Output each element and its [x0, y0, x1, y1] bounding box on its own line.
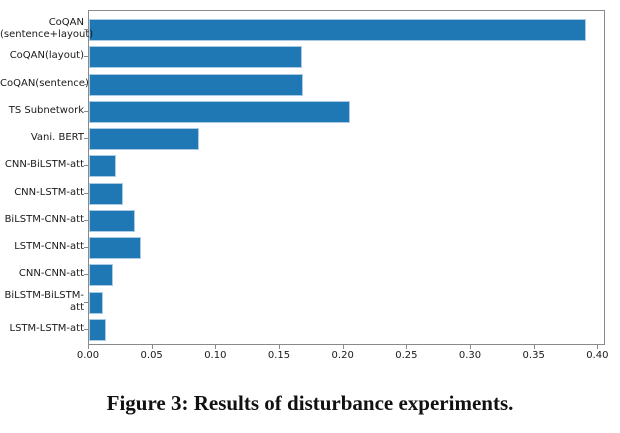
x-tick-label-4: 0.20 [331, 350, 354, 361]
x-tick-label-2: 0.10 [204, 350, 227, 361]
y-label-5: CNN-BiLSTM-att [4, 159, 84, 171]
y-label-7: BiLSTM-CNN-att [4, 214, 84, 226]
x-tick [406, 345, 408, 349]
y-tick [84, 247, 88, 249]
x-tick-label-3: 0.15 [267, 350, 291, 361]
plot-area [88, 10, 605, 345]
y-tick [84, 165, 88, 167]
y-tick [84, 29, 88, 30]
x-tick [470, 345, 472, 349]
bar-coqan-sentence [89, 73, 303, 96]
x-tick [533, 345, 535, 349]
y-label-9: CNN-CNN-att [18, 268, 84, 280]
y-tick [84, 56, 88, 58]
y-tick [84, 138, 88, 140]
bar-lstm-lstm-att [89, 319, 106, 341]
x-tick [215, 345, 217, 349]
x-tick-label-1: 0.05 [140, 350, 163, 361]
x-tick [342, 345, 344, 349]
x-tick-label-8: 0.40 [586, 350, 609, 361]
y-tick [84, 274, 88, 276]
bar-ts-subnetwork [89, 100, 350, 123]
y-label-8: LSTM-CNN-att [14, 241, 84, 253]
x-tick [88, 345, 89, 349]
y-label-11: LSTM-LSTM-att [9, 323, 85, 335]
bar-bilstm-cnn-att [89, 209, 135, 232]
y-label-2: CoQAN(sentence) [0, 77, 89, 89]
y-tick [84, 329, 88, 330]
bar-coqan-layout [89, 46, 302, 69]
x-tick-label-6: 0.30 [458, 350, 482, 361]
x-tick [151, 345, 153, 349]
x-tick [279, 345, 280, 349]
y-label-3: TS Subnetwork [8, 104, 84, 116]
figure-caption: Figure 3: Results of disturbance experim… [106, 391, 514, 415]
bar-vani-bert [89, 128, 199, 151]
y-tick [84, 192, 88, 194]
y-label-10: BiLSTM-BiLSTM-att [4, 289, 84, 313]
bar-cnn-bilstm-att [89, 155, 116, 178]
y-tick [84, 219, 88, 221]
y-label-1: CoQAN(layout) [9, 50, 84, 62]
y-tick [84, 83, 88, 85]
bar-coqan-sentence-layout [89, 19, 586, 41]
x-tick-label-0: 0.00 [76, 350, 100, 361]
x-tick [597, 345, 599, 349]
bar-bilstm-bilstm-att [89, 291, 103, 314]
y-label-0: CoQAN (sentence+layout) [0, 17, 94, 40]
y-tick [84, 301, 88, 303]
bar-cnn-cnn-att [89, 264, 113, 287]
bar-cnn-lstm-att [89, 182, 123, 205]
y-tick [84, 110, 88, 112]
bar-lstm-cnn-att [89, 237, 141, 260]
x-tick-label-7: 0.35 [522, 350, 545, 361]
y-label-4: Vani. BERT [30, 132, 84, 144]
y-label-6: CNN-LSTM-att [14, 186, 84, 198]
x-tick-label-5: 0.25 [395, 350, 418, 361]
